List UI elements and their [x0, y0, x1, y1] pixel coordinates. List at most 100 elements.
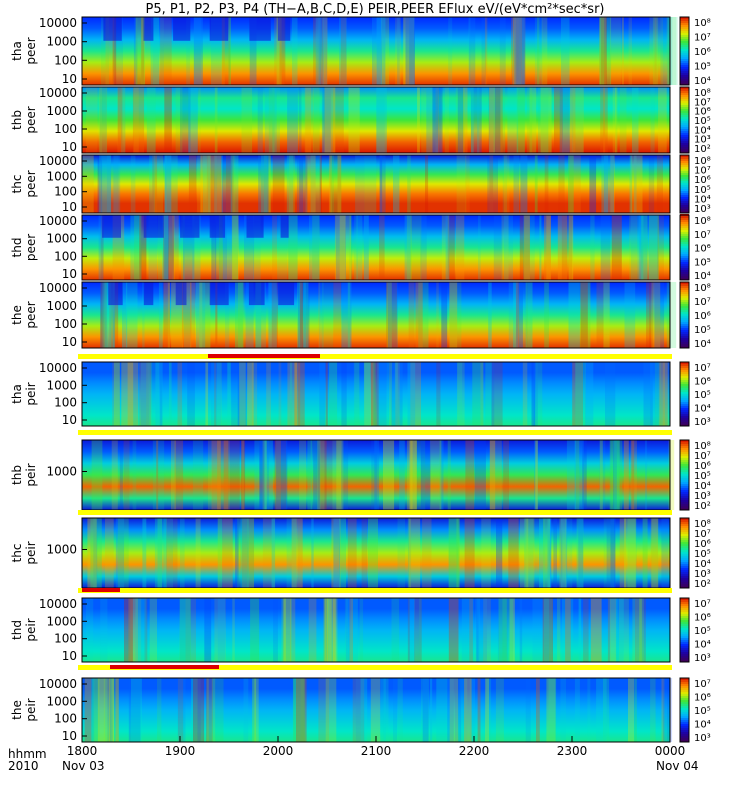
the-peer-cbar-tick: 10⁵: [694, 325, 711, 336]
mode-bar: [78, 430, 672, 435]
thb-peer-frame: [81, 86, 671, 154]
thd-peir-species-label: peir: [24, 618, 38, 641]
thb-peer-probe-label: thb: [10, 110, 24, 130]
the-peir-probe-label: the: [10, 700, 24, 720]
thb-peer-panel: 10 100 1000 10000 thb peer 10²10³10⁴10⁵10⁶10⁷1…: [10, 86, 711, 155]
thd-peir-ytick: 10: [62, 649, 77, 663]
thd-peer-panel: 10 100 1000 10000 thd peer 10⁴ 10⁵ 10⁶ 10⁷ 10⁸: [10, 214, 711, 282]
thb-peer-cbar-tick: 10⁴: [694, 125, 711, 136]
thb-peir-cbar-tick: 10³: [694, 491, 711, 502]
thc-peir-cbar-tick: 10⁷: [694, 529, 711, 540]
tha-peer-cbar-tick: 10⁸: [694, 18, 711, 29]
thd-peir-cbar-tick: 10⁵: [694, 626, 711, 637]
start-date-label: Nov 03: [62, 759, 105, 773]
thc-peer-ytick: 100: [54, 185, 77, 199]
the-peir-cbar-tick: 10⁶: [694, 693, 711, 704]
thb-peir-ytick: 1000: [46, 465, 77, 479]
the-peer-colorbar: [679, 281, 690, 349]
thb-peir-probe-label: thb: [10, 465, 24, 485]
thd-peir-cbar-tick: 10⁴: [694, 640, 711, 651]
thc-peer-cbar-tick: 10⁶: [694, 175, 711, 186]
tha-peir-cbar-tick: 10⁷: [694, 363, 711, 374]
thc-peer-ytick: 10000: [39, 154, 77, 168]
mode-bar: [78, 510, 672, 515]
tha-peir-probe-label: tha: [10, 384, 24, 404]
thd-peir-ytick: 10000: [39, 597, 77, 611]
x-tick-label: 2300: [557, 744, 588, 758]
thd-peer-frame: [81, 214, 671, 281]
mode-bar: [78, 665, 672, 670]
thc-peir-spectrogram: [82, 518, 670, 588]
the-peer-cbar-tick: 10⁸: [694, 283, 711, 294]
the-peir-panel: 10 100 1000 10000 the peir 10³ 10⁴ 10⁵ 10⁶ 10⁷: [10, 677, 711, 744]
thc-peer-cbar-tick: 10⁴: [694, 194, 711, 205]
thd-peer-colorbar: [679, 214, 690, 281]
thd-peer-ytick: 1000: [46, 232, 77, 246]
thd-peir-ytick: 100: [54, 632, 77, 646]
thc-peir-ytick: 1000: [46, 543, 77, 557]
thd-peer-cbar-tick: 10⁴: [694, 271, 711, 282]
thc-peir-colorbar: [679, 517, 690, 589]
thb-peer-species-label: peer: [24, 106, 38, 133]
thd-peir-cbar-tick: 10⁶: [694, 613, 711, 624]
the-peir-cbar-tick: 10³: [694, 733, 711, 744]
thb-peir-cbar-tick: 10²: [694, 501, 711, 512]
thd-peer-cbar-tick: 10⁷: [694, 230, 711, 241]
thd-peer-cbar-tick: 10⁸: [694, 216, 711, 227]
tha-peir-ytick: 10: [62, 413, 77, 427]
hhmm-label: hhmm: [8, 747, 47, 761]
thd-peir-cbar-tick: 10³: [694, 653, 711, 664]
thb-peir-cbar-tick: 10⁴: [694, 481, 711, 492]
tha-peer-ytick: 10000: [39, 16, 77, 30]
thb-peir-species-label: peir: [24, 463, 38, 486]
tha-peer-species-label: peer: [24, 37, 38, 64]
the-peer-probe-label: the: [10, 305, 24, 325]
thc-peir-cbar-tick: 10⁵: [694, 549, 711, 560]
x-tick-label: 2100: [361, 744, 392, 758]
thd-peer-probe-label: thd: [10, 238, 24, 258]
thd-peer-ytick: 10: [62, 267, 77, 281]
thd-peer-cbar-tick: 10⁶: [694, 244, 711, 255]
page-title: P5, P1, P2, P3, P4 (TH−A,B,C,D,E) PEIR,P…: [145, 2, 605, 17]
mode-segment: [208, 354, 320, 358]
thc-peir-species-label: peir: [24, 541, 38, 564]
the-peir-cbar-tick: 10⁴: [694, 720, 711, 731]
thd-peer-ytick: 100: [54, 249, 77, 263]
thd-peer-ytick: 10000: [39, 214, 77, 228]
the-peer-cbar-tick: 10⁴: [694, 339, 711, 350]
the-peir-ytick: 100: [54, 712, 77, 726]
thc-peer-probe-label: thc: [10, 175, 24, 194]
the-peir-cbar-tick: 10⁷: [694, 679, 711, 690]
thc-peer-ytick: 10: [62, 200, 77, 214]
tha-peir-panel: 10 100 1000 10000 tha peir 10³ 10⁴ 10⁵ 10⁶ 10⁷: [10, 361, 711, 428]
thb-peer-cbar-tick: 10³: [694, 135, 711, 146]
mode-segment: [110, 665, 219, 669]
thc-peer-spectrogram: [82, 155, 670, 213]
mode-bar: [78, 588, 672, 593]
thc-peer-colorbar: [679, 154, 690, 214]
tha-peir-spectrogram: [82, 362, 670, 426]
thd-peir-panel: 10 100 1000 10000 thd peir 10³ 10⁴ 10⁵ 10⁶ 10⁷: [10, 597, 711, 664]
the-peir-ytick: 1000: [46, 694, 77, 708]
thb-peer-ytick: 10000: [39, 86, 77, 100]
thb-peir-cbar-tick: 10⁷: [694, 451, 711, 462]
the-peer-cbar-tick: 10⁶: [694, 311, 711, 322]
year-label: 2010: [8, 759, 39, 773]
the-peer-species-label: peer: [24, 301, 38, 328]
thd-peer-spectrogram: [82, 215, 670, 280]
tha-peir-species-label: peir: [24, 382, 38, 405]
tha-peer-cbar-tick: 10⁴: [694, 76, 711, 87]
the-peir-ytick: 10: [62, 729, 77, 743]
thb-peer-ytick: 100: [54, 122, 77, 136]
tha-peir-frame: [81, 361, 671, 427]
thd-peer-species-label: peer: [24, 234, 38, 261]
thc-peir-cbar-tick: 10⁸: [694, 519, 711, 530]
thb-peir-cbar-tick: 10⁸: [694, 441, 711, 452]
thc-peer-cbar-tick: 10⁵: [694, 185, 711, 196]
tha-peer-frame: [81, 16, 671, 86]
x-tick-label: 0000: [655, 744, 686, 758]
thc-peer-species-label: peer: [24, 170, 38, 197]
thb-peer-colorbar: [679, 86, 690, 154]
